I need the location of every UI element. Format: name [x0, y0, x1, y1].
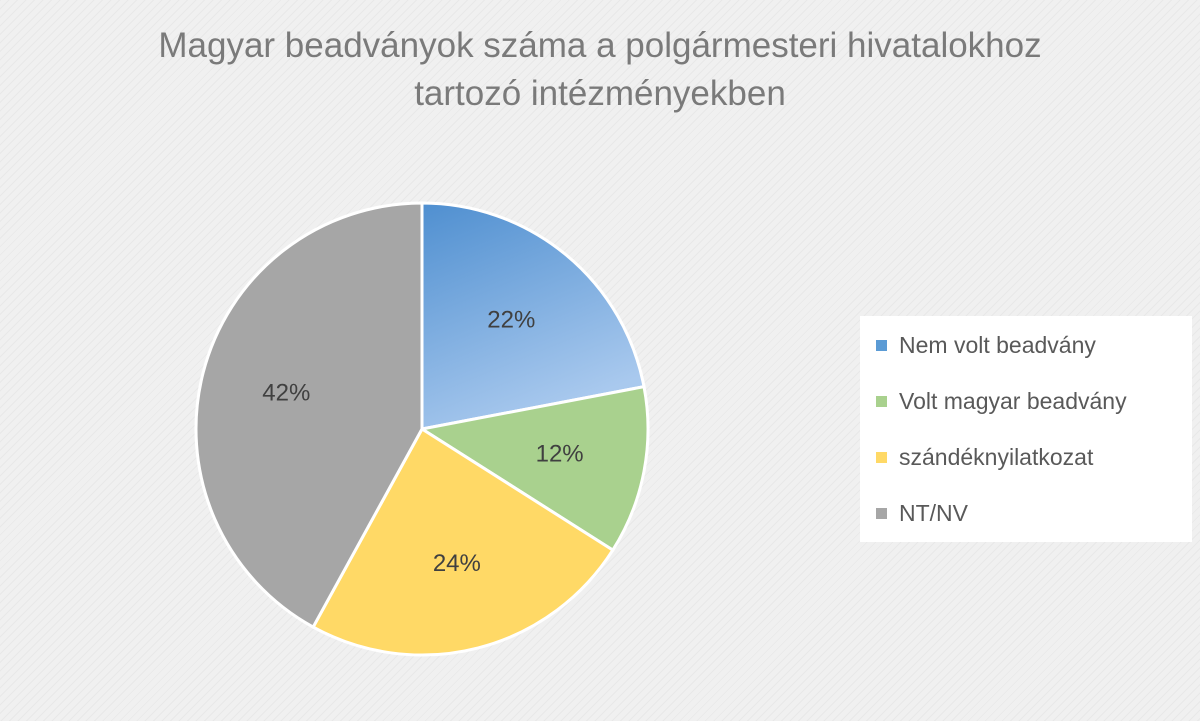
- legend: Nem volt beadvány Volt magyar beadvány s…: [860, 316, 1192, 542]
- slice-szandeknyilatkozat: [311, 426, 615, 657]
- legend-item-nem-volt-beadvany: Nem volt beadvány: [876, 332, 1096, 359]
- chart-title-line-1: Magyar beadványok száma a polgármesteri …: [158, 26, 1042, 65]
- slice-nem-volt-beadvany: [420, 201, 646, 431]
- legend-label: szándéknyilatkozat: [899, 444, 1094, 470]
- legend-label: NT/NV: [899, 500, 968, 526]
- slice-volt-magyar-beadvany: [417, 384, 650, 553]
- legend-swatch-yellow: [876, 452, 887, 463]
- chart-title: Magyar beadványok száma a polgármesteri …: [0, 22, 1200, 118]
- slice-label: 12%: [536, 441, 584, 468]
- legend-item-szandeknyilatkozat: szándéknyilatkozat: [876, 444, 1093, 471]
- legend-swatch-green: [876, 396, 887, 407]
- slice-label: 22%: [487, 306, 535, 333]
- chart-title-line-2: tartozó intézményekben: [414, 74, 786, 113]
- legend-item-nt-nv: NT/NV: [876, 500, 968, 527]
- slice-label: 42%: [262, 379, 310, 406]
- legend-label: Nem volt beadvány: [899, 332, 1096, 358]
- legend-item-volt-magyar-beadvany: Volt magyar beadvány: [876, 388, 1127, 415]
- legend-label: Volt magyar beadvány: [899, 388, 1127, 414]
- legend-swatch-blue: [876, 340, 887, 351]
- legend-swatch-gray: [876, 508, 887, 519]
- slice-label: 24%: [433, 550, 481, 577]
- slice-nt-nv: [194, 201, 424, 630]
